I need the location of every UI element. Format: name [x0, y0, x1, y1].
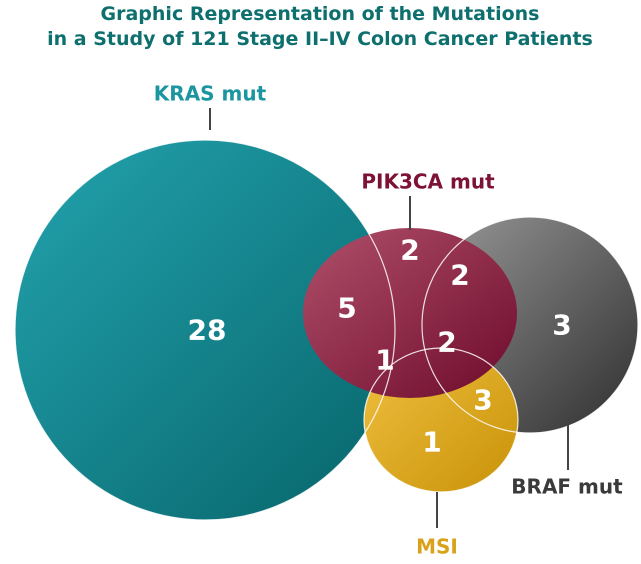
set-label: BRAF mut	[511, 475, 623, 499]
region-count: 1	[422, 426, 441, 459]
region-count: 3	[473, 384, 492, 417]
region-count: 2	[437, 326, 456, 359]
region-count: 1	[375, 344, 394, 377]
set-label: PIK3CA mut	[361, 170, 495, 194]
region-count: 2	[450, 259, 469, 292]
region-count: 3	[552, 309, 571, 342]
kras-outline	[14, 139, 396, 521]
region-count: 28	[188, 314, 227, 347]
title-line: Graphic Representation of the Mutations	[101, 3, 540, 25]
region-count: 2	[400, 234, 419, 267]
region-count: 5	[337, 292, 356, 325]
set-label: MSI	[416, 535, 458, 559]
title-line: in a Study of 121 Stage II–IV Colon Canc…	[47, 28, 593, 50]
kras-circle	[15, 140, 395, 520]
set-label: KRAS mut	[154, 82, 267, 106]
msi-outline	[363, 347, 519, 493]
pik3ca-ellipse	[303, 228, 517, 398]
braf-outline	[421, 216, 639, 434]
